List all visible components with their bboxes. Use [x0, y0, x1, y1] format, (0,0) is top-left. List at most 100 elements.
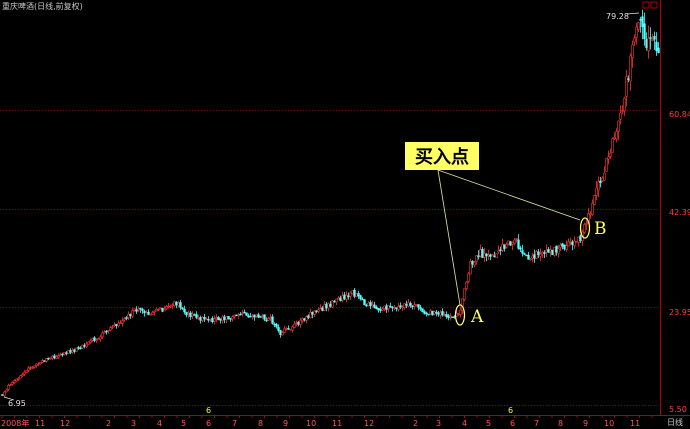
- candle-body: [427, 313, 430, 316]
- candle: [167, 303, 170, 309]
- candle: [259, 315, 262, 318]
- candle: [535, 249, 538, 259]
- candle-body: [321, 307, 324, 311]
- candle: [147, 309, 150, 316]
- candle: [243, 309, 246, 314]
- candle: [415, 304, 418, 307]
- candle-body: [497, 250, 500, 253]
- candle-body: [399, 305, 402, 308]
- candle-body: [199, 317, 202, 321]
- candle: [15, 378, 18, 383]
- candle: [295, 320, 298, 327]
- candle-body: [343, 294, 346, 300]
- candle-body: [183, 308, 186, 313]
- candle: [339, 295, 342, 302]
- candle: [627, 75, 630, 82]
- candle-body: [147, 311, 150, 315]
- candle-body: [263, 314, 266, 320]
- candle: [93, 336, 96, 343]
- candle: [361, 297, 364, 301]
- candle-body: [485, 253, 488, 257]
- candle-body: [539, 253, 542, 257]
- candle: [475, 255, 478, 265]
- candle: [429, 309, 432, 315]
- candle: [299, 317, 302, 328]
- candle: [91, 337, 94, 343]
- candle-body: [569, 242, 572, 244]
- candle-body: [311, 312, 314, 315]
- candle-body: [339, 297, 342, 301]
- x-tick-label: 5: [181, 419, 186, 428]
- candle: [311, 311, 314, 319]
- x-tick-label: 12: [60, 419, 70, 428]
- candle: [421, 308, 424, 313]
- candle: [225, 316, 228, 324]
- candle: [81, 344, 84, 349]
- candle: [499, 246, 502, 256]
- candle-body: [121, 320, 124, 324]
- candle-body: [57, 355, 60, 358]
- candle-body: [465, 281, 468, 289]
- candle-body: [559, 244, 562, 248]
- candle-body: [33, 365, 36, 368]
- candle: [123, 316, 126, 322]
- candle: [615, 128, 618, 143]
- candle: [603, 166, 606, 181]
- x-tick-label: 4: [462, 419, 467, 428]
- candle-body: [489, 254, 492, 257]
- candle: [265, 317, 268, 322]
- candle-body: [623, 97, 626, 112]
- candle-body: [417, 304, 420, 308]
- candle-body: [375, 306, 378, 310]
- candle-body: [237, 314, 240, 316]
- candle-body: [43, 360, 46, 362]
- candle-body: [505, 244, 508, 248]
- x-tick-label: 7: [534, 419, 539, 428]
- candle: [347, 292, 350, 300]
- candle: [215, 314, 218, 323]
- candle: [17, 377, 20, 381]
- candle-body: [251, 315, 254, 317]
- x-tick-label: 10: [604, 419, 614, 428]
- candle: [493, 251, 496, 258]
- candle-body: [79, 347, 82, 350]
- x-tick-label: 5: [486, 419, 491, 428]
- candle-body: [257, 314, 260, 318]
- candle: [191, 311, 194, 319]
- candle-body: [185, 312, 188, 316]
- candle-body: [169, 306, 172, 308]
- candle-body: [503, 244, 506, 249]
- candle: [601, 176, 604, 183]
- candle-body: [451, 316, 454, 318]
- candle: [239, 312, 242, 316]
- candle: [589, 210, 592, 219]
- candle-body: [519, 247, 522, 250]
- candle-body: [71, 349, 74, 353]
- candle: [473, 260, 476, 268]
- candle: [467, 272, 470, 284]
- candle: [187, 310, 190, 319]
- candle-body: [11, 381, 14, 385]
- candle: [329, 301, 332, 308]
- candle-body: [349, 292, 352, 297]
- candle-body: [55, 356, 58, 359]
- candle-body: [563, 244, 566, 250]
- candle: [287, 325, 290, 330]
- candle: [617, 120, 620, 141]
- candle-body: [111, 326, 114, 328]
- candle-body: [167, 305, 170, 308]
- candle-body: [137, 308, 140, 311]
- candle-body: [75, 347, 78, 352]
- candle: [505, 242, 508, 249]
- candle: [385, 303, 388, 313]
- candle: [515, 238, 518, 243]
- candle-body: [97, 338, 100, 340]
- candle-body: [595, 187, 598, 196]
- candle-body: [533, 254, 536, 259]
- candle: [205, 317, 208, 320]
- candle-body: [507, 240, 510, 245]
- candle-body: [83, 345, 86, 347]
- candle: [427, 313, 430, 316]
- candle-body: [643, 23, 646, 40]
- candle: [145, 310, 148, 314]
